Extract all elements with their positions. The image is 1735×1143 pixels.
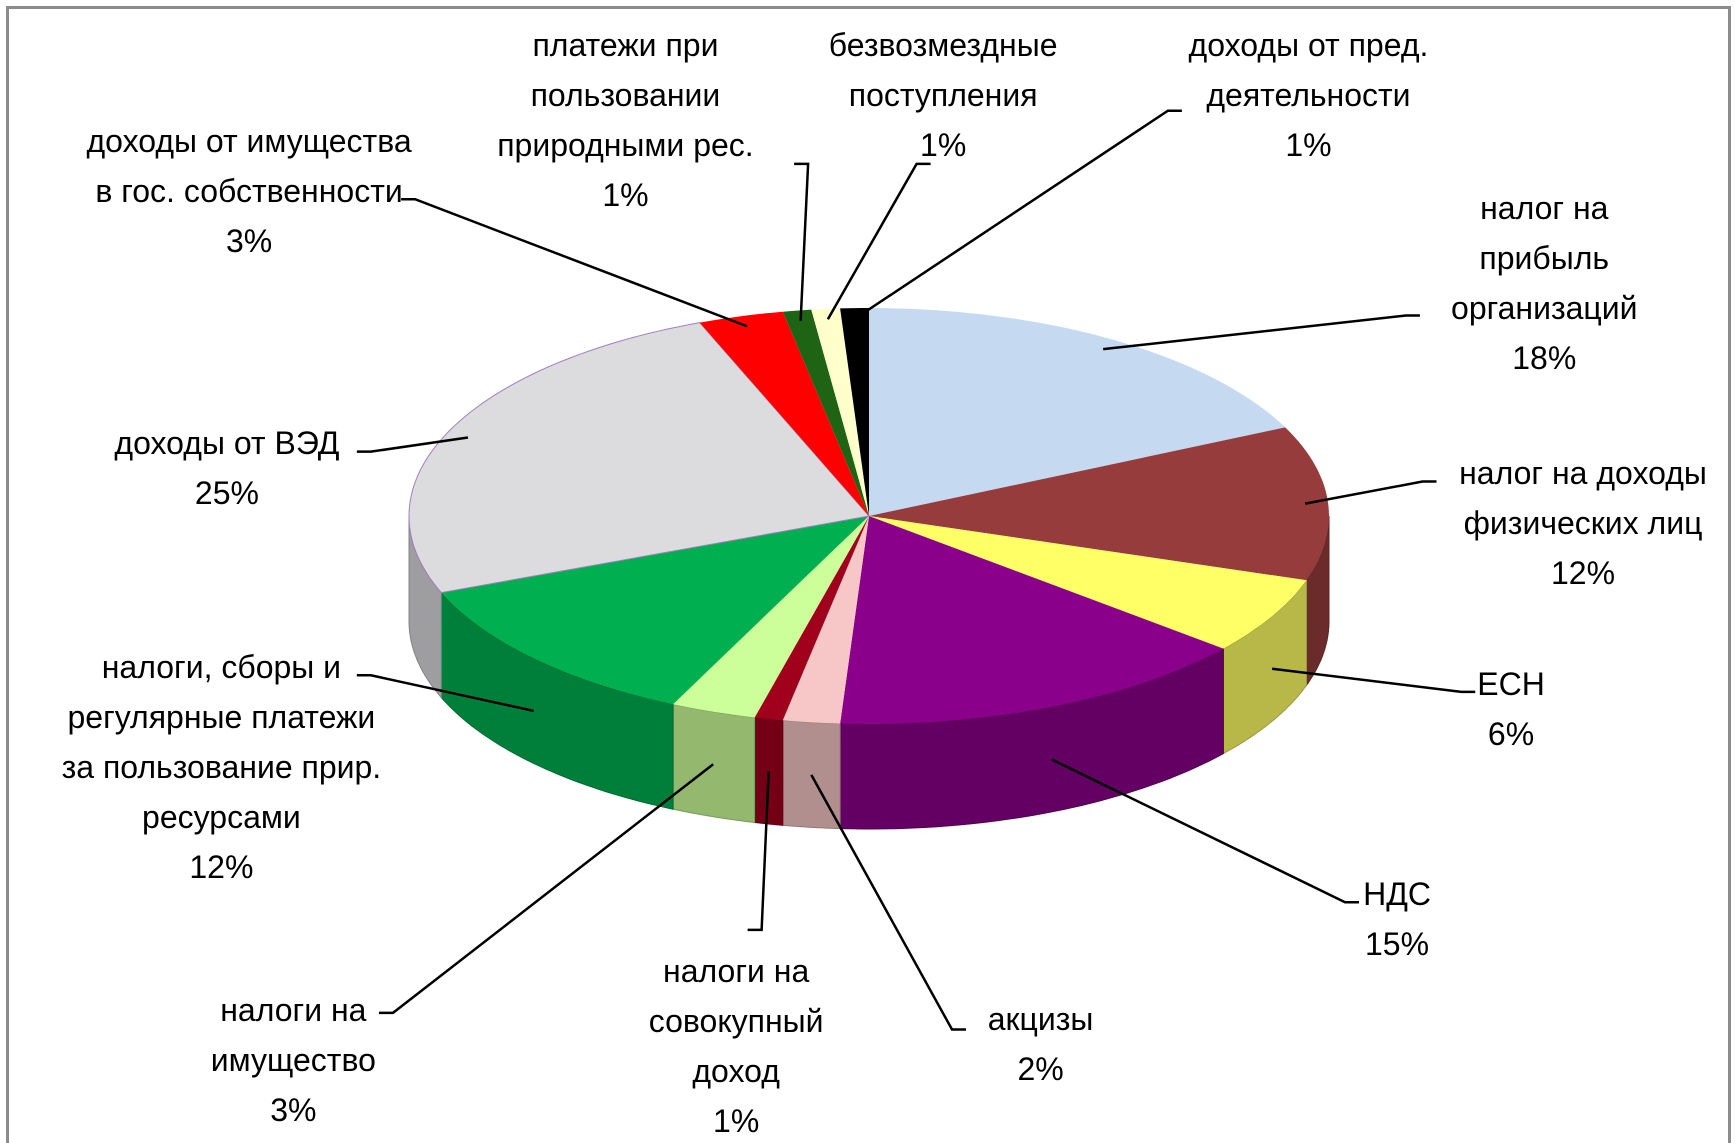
category-label: доходы от имущества в гос. собственности [86, 123, 412, 210]
slice [869, 516, 1307, 649]
data-label: доходы от ВЭД 25% [77, 418, 376, 518]
value-label: 1% [1285, 126, 1332, 163]
value-label: 15% [1365, 925, 1430, 962]
side-walls [408, 516, 1330, 830]
slice [840, 516, 1224, 724]
slice-side [754, 717, 784, 826]
category-label: НДС [1363, 875, 1431, 912]
value-label: 3% [270, 1092, 317, 1129]
slice [782, 309, 869, 516]
leader-line [378, 763, 714, 1015]
slice [673, 516, 869, 718]
value-label: 2% [1017, 1051, 1064, 1088]
data-label: безвозмездные поступления 1% [783, 20, 1104, 170]
slice [869, 308, 1286, 516]
data-label: ЕСН 6% [1461, 659, 1561, 759]
category-label: доходы от ВЭД [114, 425, 340, 462]
category-label: ЕСН [1477, 665, 1545, 702]
data-label: платежи при пользовании природными рес. 1… [459, 20, 791, 220]
data-label: налоги на совокупный доход 1% [620, 946, 852, 1143]
category-label: доходы от пред. деятельности [1188, 26, 1429, 113]
data-label: доходы от имущества в гос. собственности… [77, 116, 420, 266]
leader-line [747, 771, 770, 932]
leader-line [794, 162, 810, 321]
leader-line [401, 198, 748, 328]
category-label: налог на доходы физических лиц [1459, 455, 1707, 542]
data-label: НДС 15% [1336, 869, 1458, 969]
value-label: 12% [189, 849, 254, 886]
leader-line [1051, 758, 1360, 904]
leader-line [810, 774, 967, 1031]
slice [699, 311, 869, 516]
data-label: налоги на имущество 3% [177, 985, 409, 1135]
slice [754, 516, 869, 721]
data-label: налог на доходы физических лиц 12% [1417, 448, 1735, 598]
slice [408, 322, 870, 594]
value-label: 3% [225, 223, 273, 260]
leader-line [826, 162, 931, 320]
value-label: 25% [194, 475, 259, 512]
slice [811, 308, 869, 516]
leader-line [356, 674, 534, 713]
category-label: налог на прибыль организаций [1451, 189, 1638, 326]
slice-side [672, 703, 756, 824]
slice [441, 516, 869, 705]
leader-line [1103, 314, 1420, 351]
slice [782, 516, 869, 724]
value-label: 1% [920, 126, 967, 163]
top-faces [408, 308, 1329, 724]
category-label: налоги на имущество [210, 992, 376, 1079]
slice [840, 308, 869, 516]
frame [6, 6, 1731, 1143]
value-label: 1% [713, 1103, 760, 1140]
category-label: налоги, сборы и регулярные платежи за по… [61, 649, 382, 836]
leader-line [1304, 480, 1437, 505]
leader-line [854, 109, 1182, 320]
value-label: 6% [1487, 715, 1535, 752]
data-label: налоги, сборы и регулярные платежи за по… [55, 642, 387, 892]
data-label: доходы от пред. деятельности 1% [1148, 20, 1469, 170]
category-label: налоги на совокупный доход [648, 953, 824, 1090]
value-label: 1% [602, 176, 649, 213]
value-label: 12% [1550, 555, 1616, 592]
value-label: 18% [1512, 339, 1577, 376]
category-label: безвозмездные поступления [828, 26, 1058, 113]
slice [869, 427, 1329, 581]
leader-line [356, 436, 469, 453]
data-label: налог на прибыль организаций 18% [1411, 183, 1677, 383]
category-label: акцизы [987, 1001, 1094, 1038]
category-label: платежи при пользовании природными рес. [497, 26, 754, 163]
leader-line [1271, 667, 1476, 694]
leader-lines [356, 109, 1476, 1031]
data-label: акцизы 2% [952, 994, 1129, 1094]
